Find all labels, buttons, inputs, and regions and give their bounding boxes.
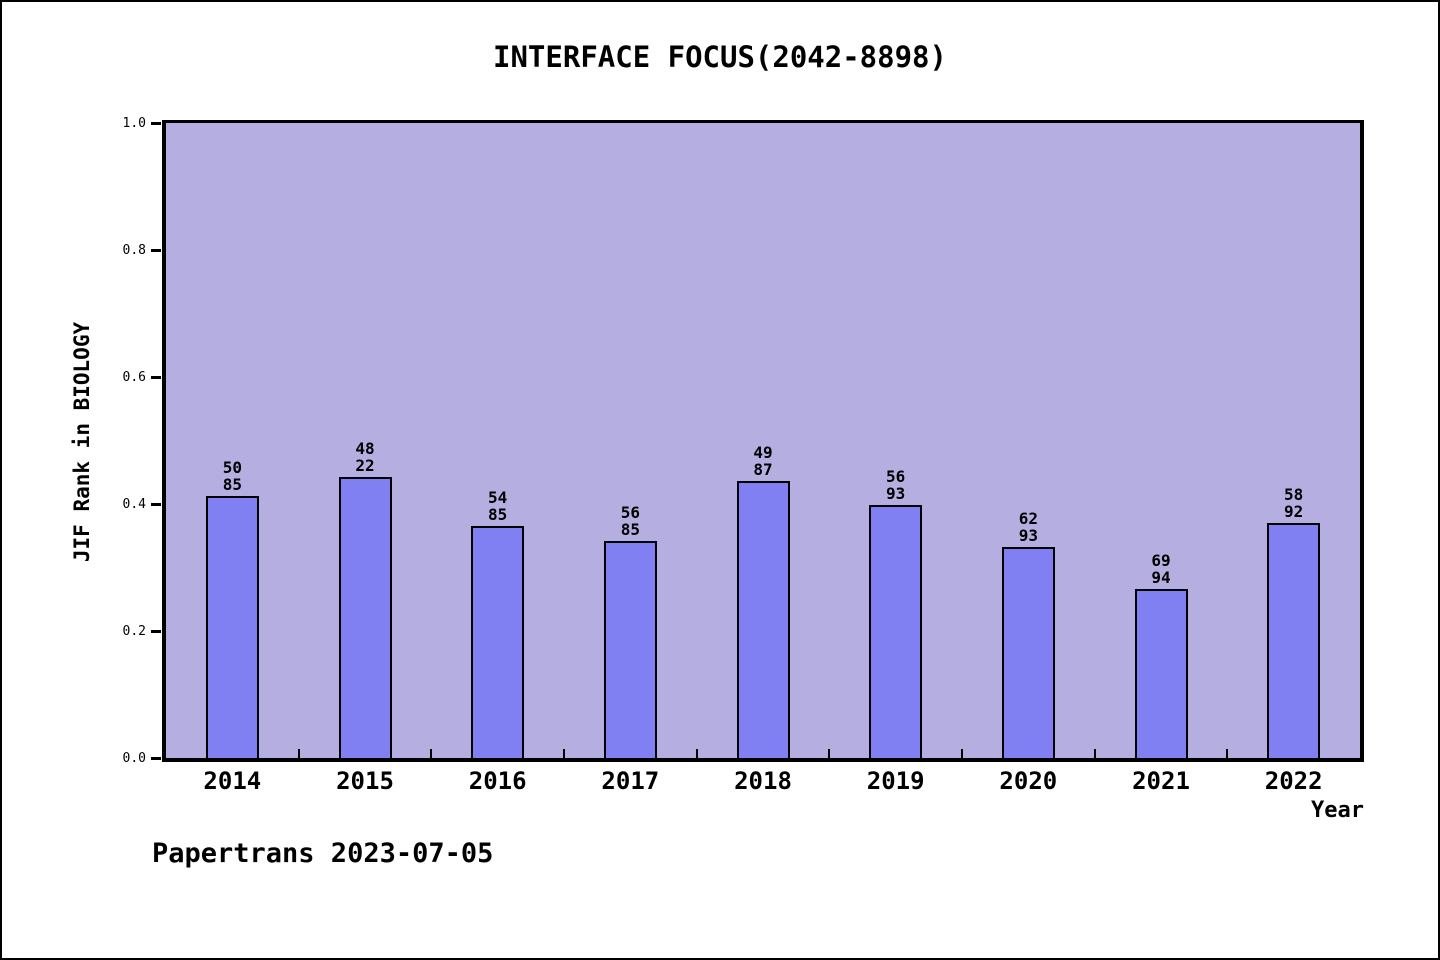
bar-value-label: 48 22 bbox=[355, 439, 375, 476]
y-tick-label: 0.0 bbox=[122, 750, 146, 766]
x-tick-label: 2021 bbox=[1132, 767, 1190, 795]
watermark-text: Papertrans 2023-07-05 bbox=[152, 838, 494, 869]
x-boundary-tick bbox=[430, 749, 433, 758]
x-boundary-tick bbox=[563, 749, 565, 758]
x-tick-label: 2018 bbox=[734, 767, 792, 795]
y-tick-mark bbox=[151, 629, 161, 633]
x-tick-label: 2017 bbox=[601, 767, 660, 795]
bar-value-label: 56 85 bbox=[620, 503, 640, 540]
y-tick-mark bbox=[151, 502, 161, 506]
bar bbox=[1001, 546, 1055, 758]
x-boundary-tick bbox=[1093, 749, 1096, 758]
x-tick-label: 2020 bbox=[999, 767, 1058, 795]
bar bbox=[1134, 589, 1188, 758]
bar-value-label: 50 85 bbox=[222, 458, 242, 495]
bar bbox=[1267, 523, 1321, 758]
y-tick-label: 0.4 bbox=[122, 496, 146, 512]
bar-value-label: 69 94 bbox=[1151, 551, 1171, 588]
y-tick-label: 0.6 bbox=[122, 369, 146, 385]
x-tick-label: 2019 bbox=[866, 767, 925, 795]
x-boundary-tick bbox=[297, 749, 300, 758]
x-axis-title: Year bbox=[1311, 798, 1364, 823]
plot-area: 50 85 48 22 54 85 56 85 49 87 56 93 62 93 69 94… bbox=[162, 120, 1364, 762]
x-boundary-tick bbox=[961, 749, 963, 758]
bar-value-label: 62 93 bbox=[1018, 508, 1038, 545]
bar bbox=[471, 526, 525, 758]
x-boundary-tick bbox=[695, 749, 698, 758]
bar bbox=[869, 505, 923, 758]
x-tick-label: 2014 bbox=[203, 767, 262, 795]
chart-title: INTERFACE FOCUS(2042-8898) bbox=[493, 40, 947, 74]
bar-value-label: 54 85 bbox=[488, 488, 508, 525]
x-tick-label: 2022 bbox=[1264, 767, 1323, 795]
bar-value-label: 56 93 bbox=[886, 467, 906, 504]
y-tick-label: 1.0 bbox=[122, 115, 146, 131]
bar bbox=[736, 480, 790, 758]
bar bbox=[205, 496, 259, 758]
bar-value-label: 58 92 bbox=[1284, 485, 1304, 522]
x-tick-label: 2016 bbox=[468, 767, 527, 795]
bar bbox=[603, 541, 657, 758]
y-tick-mark bbox=[151, 248, 161, 252]
y-tick-label: 0.8 bbox=[122, 242, 146, 258]
y-tick-mark bbox=[151, 121, 161, 125]
bar bbox=[338, 477, 392, 758]
y-tick-label: 0.2 bbox=[122, 623, 146, 639]
x-boundary-tick bbox=[1226, 749, 1229, 758]
x-tick-label: 2015 bbox=[336, 767, 394, 795]
x-boundary-tick bbox=[828, 749, 831, 758]
bar-value-label: 49 87 bbox=[753, 442, 773, 479]
y-tick-mark bbox=[151, 375, 161, 379]
y-axis-title: JIF Rank in BIOLOGY bbox=[70, 321, 94, 563]
y-tick-mark bbox=[151, 756, 161, 760]
